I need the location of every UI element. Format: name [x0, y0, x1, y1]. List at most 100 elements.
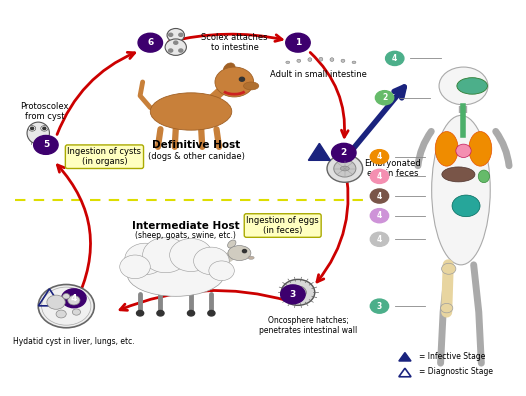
Circle shape — [370, 169, 389, 183]
Polygon shape — [399, 352, 411, 361]
Circle shape — [209, 261, 234, 281]
Circle shape — [143, 237, 188, 273]
Ellipse shape — [27, 122, 49, 144]
Ellipse shape — [340, 166, 349, 171]
Text: Intermediate Host: Intermediate Host — [132, 221, 240, 230]
Circle shape — [208, 310, 215, 316]
Text: 4: 4 — [377, 211, 382, 220]
Circle shape — [63, 293, 70, 299]
Circle shape — [68, 295, 80, 305]
Circle shape — [215, 67, 254, 97]
Circle shape — [370, 209, 389, 223]
Text: Ingestion of eggs
(in feces): Ingestion of eggs (in feces) — [246, 216, 319, 235]
Circle shape — [137, 310, 144, 316]
Circle shape — [43, 127, 46, 129]
Circle shape — [179, 49, 183, 52]
Ellipse shape — [457, 78, 488, 94]
Text: 6: 6 — [147, 38, 154, 47]
Ellipse shape — [167, 29, 185, 42]
Text: 4: 4 — [377, 152, 382, 161]
Circle shape — [441, 303, 453, 313]
Circle shape — [370, 299, 389, 313]
Circle shape — [334, 160, 356, 177]
Circle shape — [386, 51, 404, 65]
Circle shape — [242, 249, 247, 253]
Text: Adult in small intestine: Adult in small intestine — [270, 70, 367, 79]
Ellipse shape — [308, 58, 312, 61]
Ellipse shape — [150, 93, 232, 130]
Circle shape — [38, 284, 94, 328]
Ellipse shape — [432, 115, 490, 265]
Ellipse shape — [352, 61, 356, 64]
Circle shape — [170, 238, 213, 272]
Circle shape — [179, 33, 183, 36]
Ellipse shape — [319, 57, 323, 61]
Ellipse shape — [165, 39, 186, 55]
Circle shape — [34, 135, 58, 154]
Ellipse shape — [456, 144, 471, 158]
Ellipse shape — [330, 58, 334, 61]
Circle shape — [31, 127, 34, 129]
Text: 4: 4 — [70, 294, 77, 303]
Text: = Diagnostic Stage: = Diagnostic Stage — [419, 367, 493, 376]
Ellipse shape — [469, 131, 492, 166]
Circle shape — [239, 77, 245, 81]
Ellipse shape — [228, 240, 236, 248]
Text: 2: 2 — [341, 148, 347, 157]
Text: 3: 3 — [377, 302, 382, 310]
Ellipse shape — [127, 253, 224, 296]
Circle shape — [290, 286, 306, 299]
Circle shape — [47, 295, 65, 309]
Text: Protoscolex
from cyst: Protoscolex from cyst — [21, 102, 69, 121]
Ellipse shape — [223, 63, 235, 75]
Circle shape — [281, 280, 315, 305]
Text: 4: 4 — [392, 54, 397, 63]
Ellipse shape — [452, 195, 480, 217]
Circle shape — [125, 243, 166, 275]
Circle shape — [169, 49, 173, 52]
Text: 2: 2 — [382, 93, 387, 102]
Text: = Infective Stage: = Infective Stage — [419, 352, 485, 361]
Circle shape — [174, 41, 178, 44]
Text: (sheep, goats, swine, etc.): (sheep, goats, swine, etc.) — [136, 231, 236, 240]
Ellipse shape — [248, 256, 254, 259]
Ellipse shape — [228, 246, 251, 261]
Text: Oncosphere hatches;
penetrates intestinal wall: Oncosphere hatches; penetrates intestina… — [259, 316, 357, 335]
Circle shape — [370, 232, 389, 246]
Text: 3: 3 — [290, 290, 296, 299]
Circle shape — [370, 189, 389, 203]
Text: Hydatid cyst in liver, lungs, etc.: Hydatid cyst in liver, lungs, etc. — [13, 337, 135, 346]
Circle shape — [138, 33, 163, 52]
Circle shape — [157, 310, 164, 316]
Ellipse shape — [286, 61, 290, 64]
Polygon shape — [308, 143, 330, 160]
Text: 4: 4 — [377, 192, 382, 200]
Text: (dogs & other canidae): (dogs & other canidae) — [148, 152, 245, 161]
Ellipse shape — [341, 59, 345, 63]
Circle shape — [331, 143, 356, 162]
Circle shape — [169, 33, 173, 36]
Text: 5: 5 — [43, 141, 49, 149]
Circle shape — [194, 247, 229, 275]
Ellipse shape — [478, 170, 490, 183]
Circle shape — [56, 310, 66, 318]
Text: 4: 4 — [377, 235, 382, 244]
Ellipse shape — [297, 59, 301, 63]
Circle shape — [327, 155, 362, 182]
Text: Scolex attaches
to intestine: Scolex attaches to intestine — [201, 33, 268, 52]
Circle shape — [120, 255, 150, 279]
Text: Embryonated
egg in feces: Embryonated egg in feces — [364, 159, 421, 178]
Circle shape — [28, 126, 36, 131]
Text: Ingestion of cysts
(in organs): Ingestion of cysts (in organs) — [67, 147, 141, 166]
Ellipse shape — [442, 167, 475, 182]
Circle shape — [370, 150, 389, 164]
Circle shape — [62, 289, 86, 308]
Circle shape — [439, 67, 488, 105]
Text: 4: 4 — [377, 172, 382, 181]
Circle shape — [41, 126, 48, 131]
Circle shape — [187, 310, 195, 316]
Circle shape — [73, 309, 80, 315]
Circle shape — [442, 263, 456, 274]
Ellipse shape — [435, 131, 458, 166]
Ellipse shape — [244, 82, 259, 90]
